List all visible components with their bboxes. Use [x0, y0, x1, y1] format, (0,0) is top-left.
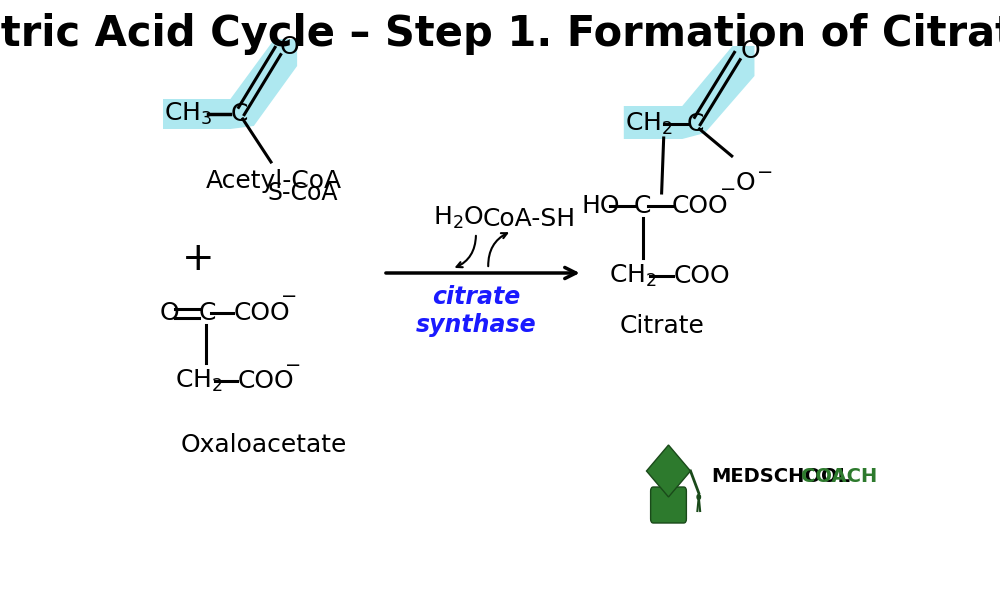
- Text: C: C: [199, 301, 216, 325]
- Text: C: C: [634, 194, 651, 218]
- Polygon shape: [646, 445, 691, 497]
- Text: MEDSCHOOL: MEDSCHOOL: [711, 468, 850, 486]
- Text: CH$_2$: CH$_2$: [625, 111, 673, 137]
- Text: O: O: [736, 171, 756, 195]
- Text: Oxaloacetate: Oxaloacetate: [180, 433, 347, 457]
- Text: COACH: COACH: [801, 468, 877, 486]
- FancyBboxPatch shape: [651, 487, 686, 523]
- Text: +: +: [182, 240, 215, 278]
- Circle shape: [697, 495, 700, 499]
- Text: CH$_2$: CH$_2$: [175, 368, 223, 394]
- Text: CH$_2$: CH$_2$: [609, 263, 657, 289]
- Text: C: C: [230, 102, 248, 126]
- Text: CH$_3$: CH$_3$: [164, 101, 213, 127]
- Polygon shape: [624, 46, 754, 139]
- Text: −: −: [285, 356, 302, 374]
- Text: Acetyl-CoA: Acetyl-CoA: [206, 169, 342, 193]
- Text: H$_2$O: H$_2$O: [433, 205, 484, 231]
- Text: HO: HO: [581, 194, 620, 218]
- Text: −: −: [720, 180, 736, 200]
- Text: COO: COO: [672, 194, 729, 218]
- Text: O: O: [741, 39, 760, 63]
- Text: citrate
synthase: citrate synthase: [416, 285, 536, 337]
- Text: O: O: [280, 35, 300, 59]
- Text: O: O: [160, 301, 179, 325]
- Text: S-CoA: S-CoA: [268, 181, 338, 205]
- Polygon shape: [163, 39, 297, 129]
- Text: Citrate: Citrate: [619, 314, 704, 338]
- Text: COO: COO: [673, 264, 730, 288]
- Text: −: −: [281, 287, 298, 307]
- Text: CoA-SH: CoA-SH: [483, 207, 576, 231]
- Text: Citric Acid Cycle – Step 1. Formation of Citrate: Citric Acid Cycle – Step 1. Formation of…: [0, 13, 1000, 55]
- Text: −: −: [757, 163, 773, 182]
- Text: C: C: [687, 112, 704, 136]
- Text: COO: COO: [233, 301, 290, 325]
- Text: COO: COO: [237, 369, 294, 393]
